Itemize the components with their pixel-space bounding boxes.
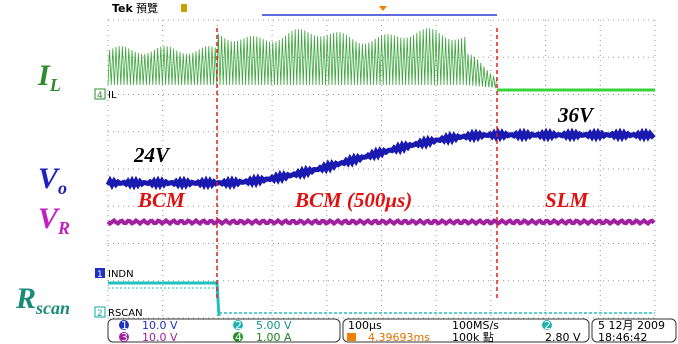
il-label: IL xyxy=(37,59,61,95)
annotation: BCM (500μs) xyxy=(294,188,412,212)
readout-channels: 1 10.0 V 2 5.00 V 3 10.0 V 4 1.00 A xyxy=(108,319,340,344)
channel-name: RSCAN xyxy=(108,308,143,319)
channel-marker: 2 RSCAN xyxy=(95,307,143,319)
label-sub: L xyxy=(49,75,61,95)
channel-name: IL xyxy=(108,90,117,101)
channel-number: 4 xyxy=(97,91,103,101)
label-sub: o xyxy=(58,178,67,198)
trigger-icon xyxy=(347,333,356,341)
oscilloscope-screenshot: Tek 預覽 IL Vo VR Rscan 36V 24V BCM BCM (5… xyxy=(0,0,678,344)
annotation: 24V xyxy=(133,143,171,167)
channel-name: INDN xyxy=(108,269,134,280)
annotation: BCM xyxy=(137,188,186,212)
ch-scale: 1.00 A xyxy=(256,331,292,344)
trigger-position: 4.39693ms xyxy=(368,331,430,344)
mode: 預覽 xyxy=(136,2,158,15)
label-sub: scan xyxy=(35,298,70,318)
waveforms xyxy=(108,28,655,316)
record-length: 100k 點 xyxy=(452,331,494,344)
vo-label: Vo xyxy=(38,162,67,198)
vr-label: VR xyxy=(38,202,70,238)
time: 18:46:42 xyxy=(598,331,647,344)
vr-waveform xyxy=(108,221,654,224)
label-sub: R xyxy=(57,218,70,238)
marker xyxy=(181,4,187,12)
channel-marker: 4 IL xyxy=(95,89,117,101)
ch-scale: 10.0 V xyxy=(142,331,178,344)
trigger-marker xyxy=(379,6,387,11)
trigger-level: 2.80 V xyxy=(545,331,581,344)
channel-number: 2 xyxy=(97,309,103,319)
channel-number: 1 xyxy=(97,270,103,280)
rscan-label: Rscan xyxy=(15,282,70,318)
ch-number: 4 xyxy=(235,331,242,344)
ch-number: 3 xyxy=(121,331,128,344)
readout-clock: 5 12月 2009 18:46:42 xyxy=(592,319,676,344)
label-main: R xyxy=(15,282,36,315)
readout-timebase: 100μs 100MS/s 4.39693ms 100k 點 2 2.80 V xyxy=(343,319,589,344)
annotation: SLM xyxy=(545,188,590,212)
annotation: 36V xyxy=(557,103,595,127)
brand: Tek xyxy=(112,2,134,15)
channel-marker: 1 INDN xyxy=(95,268,134,280)
il-waveform xyxy=(108,28,497,88)
